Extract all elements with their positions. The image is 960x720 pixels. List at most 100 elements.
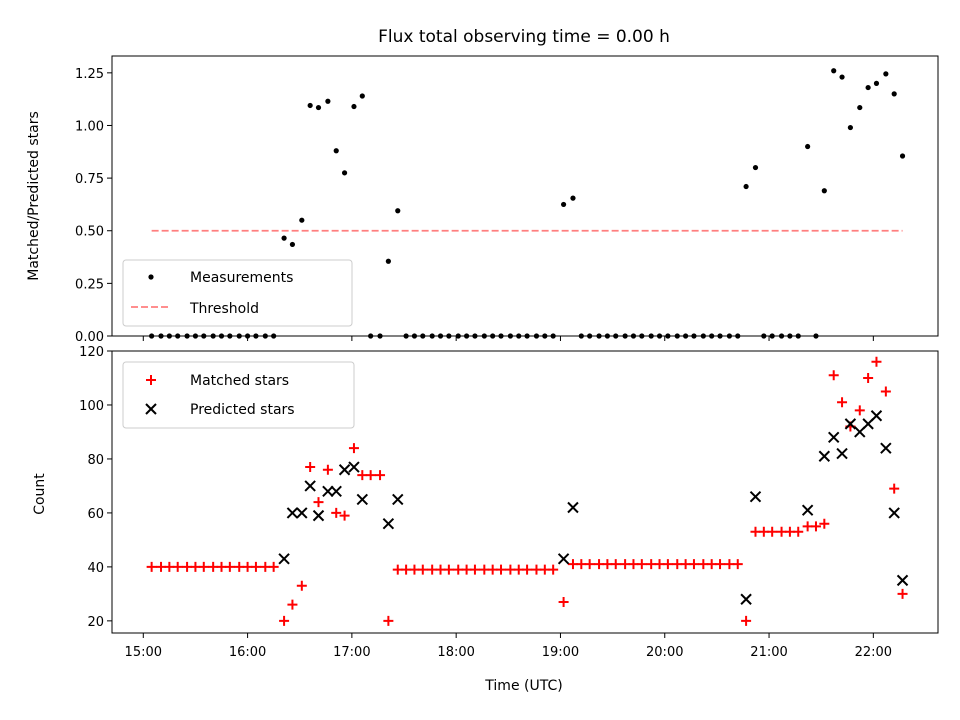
measurement-point: [299, 217, 305, 223]
top-legend-box: [122, 259, 353, 327]
matched-star-point: [750, 526, 761, 537]
bottom-legend-box: [122, 361, 355, 429]
matched-star-point: [558, 596, 569, 607]
measurement-point: [743, 183, 749, 190]
matched-star-point: [880, 386, 891, 397]
bottom-x-tick-label: 20:00: [646, 645, 683, 660]
chart-title: Flux total observing time = 0.00 h: [378, 27, 670, 47]
matched-star-point: [216, 561, 227, 572]
predicted-star-point: [356, 493, 369, 506]
matched-star-point: [522, 564, 533, 575]
top-y-tick-label: 0.75: [75, 172, 104, 187]
bottom-x-ticks: 15:00 16:00 17:00 18:00 19:00 20:00 21:00 22:00: [125, 633, 892, 660]
matched-star-point: [819, 518, 830, 529]
legend-measurements-marker: [148, 274, 154, 280]
legend-measurements-label: Measurements: [190, 270, 293, 286]
matched-star-point: [182, 561, 193, 572]
measurement-point: [359, 93, 365, 99]
measurement-point: [281, 235, 287, 241]
matched-star-point: [654, 559, 665, 570]
matched-star-point: [172, 561, 183, 572]
matched-star-point: [776, 526, 787, 537]
predicted-star-point: [392, 493, 404, 506]
top-y-tick-label: 0.00: [75, 330, 104, 345]
bottom-y-tick-label: 120: [79, 345, 104, 360]
legend-matched-label: Matched stars: [190, 373, 289, 389]
matched-star-point: [427, 564, 438, 575]
top-y-tick-label: 0.25: [75, 277, 104, 292]
matched-star-point: [339, 510, 350, 521]
measurement-point: [289, 241, 296, 248]
matched-star-point: [706, 559, 717, 570]
matched-star-point: [810, 521, 821, 532]
predicted-star-point: [557, 553, 570, 565]
matched-star-point: [793, 526, 804, 537]
measurement-point: [570, 195, 576, 201]
legend-matched-marker: [146, 375, 156, 385]
measurement-point: [325, 98, 331, 104]
matched-star-point: [567, 559, 578, 570]
matched-star-point: [715, 559, 726, 570]
top-panel-frame: [111, 55, 939, 337]
matched-star-point: [348, 443, 359, 454]
bottom-panel-marks: [146, 356, 909, 626]
measurement-point: [385, 258, 391, 264]
predicted-star-point: [567, 501, 579, 514]
bottom-x-tick-label: 21:00: [750, 645, 787, 660]
measurement-point: [333, 148, 339, 154]
matched-star-point: [548, 564, 559, 575]
matched-star-point: [443, 564, 454, 575]
matched-star-point: [268, 561, 279, 572]
predicted-star-point: [880, 442, 892, 454]
legend-predicted-label: Predicted stars: [190, 402, 295, 418]
predicted-star-point: [818, 450, 831, 462]
predicted-star-point: [836, 447, 848, 460]
matched-star-point: [401, 564, 412, 575]
predicted-star-point: [286, 507, 299, 519]
matched-star-point: [296, 580, 307, 591]
matched-star-point: [383, 615, 394, 626]
bottom-panel: 20 40 60 80 100 120 15:00 16:00 17:00 18:00 19:00…: [32, 345, 939, 694]
bottom-x-tick-label: 19:00: [542, 645, 579, 660]
matched-star-point: [837, 397, 848, 408]
measurement-point: [857, 104, 863, 111]
top-y-tick-label: 0.50: [75, 225, 104, 240]
matched-star-point: [897, 588, 908, 599]
matched-star-point: [224, 561, 235, 572]
measurement-point: [891, 91, 897, 97]
top-y-tick-label: 1.00: [75, 119, 104, 134]
predicted-star-point: [801, 504, 814, 516]
predicted-star-point: [740, 593, 752, 605]
legend-predicted-marker: [145, 403, 157, 415]
matched-star-point: [287, 599, 298, 610]
top-y-axis-label: Matched/Predicted stars: [26, 111, 42, 281]
top-panel: 0.00 0.25 0.50 0.75 1.00 1.25 Matched/Predict…: [26, 55, 939, 345]
measurement-point: [307, 102, 313, 109]
matched-star-point: [854, 405, 865, 416]
matched-star-point: [732, 559, 743, 570]
matched-star-point: [435, 564, 446, 575]
matched-star-point: [190, 561, 201, 572]
bottom-x-tick-label: 15:00: [125, 645, 162, 660]
bottom-y-tick-label: 80: [87, 453, 104, 468]
matched-star-point: [164, 561, 175, 572]
matched-star-point: [741, 615, 752, 626]
matched-star-point: [672, 559, 683, 570]
bottom-x-tick-label: 17:00: [333, 645, 370, 660]
predicted-star-point: [749, 491, 762, 503]
matched-star-point: [767, 526, 778, 537]
bottom-y-axis-label: Count: [32, 473, 48, 515]
matched-star-point: [724, 559, 735, 570]
measurement-point: [865, 84, 871, 91]
matched-star-point: [698, 559, 709, 570]
matched-star-point: [409, 564, 420, 575]
matched-star-point: [417, 564, 428, 575]
bottom-y-ticks: 20 40 60 80 100 120: [79, 345, 112, 630]
bottom-x-tick-label: 16:00: [229, 645, 266, 660]
predicted-star-point: [896, 574, 909, 587]
measurement-point: [351, 103, 357, 110]
matched-star-point: [146, 561, 157, 572]
matched-star-point: [636, 559, 647, 570]
measurement-point: [315, 104, 322, 111]
